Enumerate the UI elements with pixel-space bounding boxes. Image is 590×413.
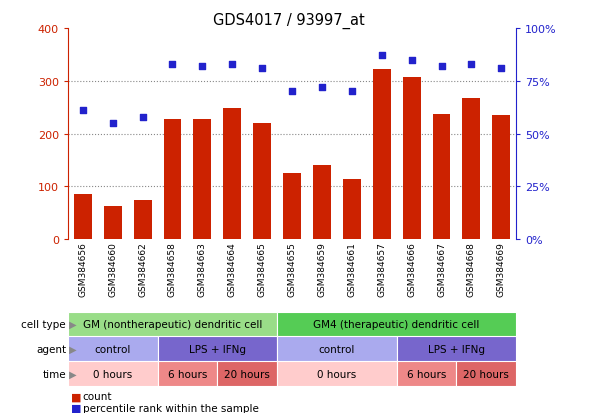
Text: ▶: ▶ [66, 369, 77, 379]
Bar [194, 119, 211, 240]
Bar [133, 201, 152, 240]
Text: agent: agent [36, 344, 66, 354]
Point [228, 62, 237, 68]
Bar [158, 361, 217, 386]
Text: 20 hours: 20 hours [224, 369, 270, 379]
Text: control: control [319, 344, 355, 354]
Text: GM (nontherapeutic) dendritic cell: GM (nontherapeutic) dendritic cell [83, 319, 262, 329]
Text: GM4 (therapeutic) dendritic cell: GM4 (therapeutic) dendritic cell [313, 319, 480, 329]
Bar [68, 337, 158, 361]
Bar [277, 361, 396, 386]
Text: 6 hours: 6 hours [168, 369, 207, 379]
Text: GSM384665: GSM384665 [258, 242, 267, 297]
Bar [74, 195, 92, 240]
Point [168, 62, 177, 68]
Text: time: time [42, 369, 66, 379]
Point [78, 108, 87, 114]
Point [377, 53, 386, 59]
Point [198, 64, 207, 70]
Text: GSM384658: GSM384658 [168, 242, 177, 297]
Bar [68, 312, 277, 337]
Text: cell type: cell type [21, 319, 66, 329]
Bar [432, 115, 451, 240]
Point [437, 64, 446, 70]
Bar [343, 180, 361, 240]
Text: 6 hours: 6 hours [407, 369, 446, 379]
Text: count: count [83, 392, 112, 401]
Text: GSM384664: GSM384664 [228, 242, 237, 296]
Bar [223, 109, 241, 240]
Text: GSM384667: GSM384667 [437, 242, 446, 297]
Text: GSM384663: GSM384663 [198, 242, 207, 297]
Text: GSM384656: GSM384656 [78, 242, 87, 297]
Text: ▶: ▶ [66, 319, 77, 329]
Text: LPS + IFNg: LPS + IFNg [428, 344, 485, 354]
Point [407, 57, 417, 64]
Bar [463, 98, 480, 240]
Text: LPS + IFNg: LPS + IFNg [189, 344, 246, 354]
Point [257, 66, 267, 72]
Text: GSM384655: GSM384655 [287, 242, 297, 297]
Point [138, 114, 148, 121]
Text: GSM384657: GSM384657 [377, 242, 386, 297]
Text: GSM384660: GSM384660 [108, 242, 117, 297]
Text: GSM384668: GSM384668 [467, 242, 476, 297]
Text: percentile rank within the sample: percentile rank within the sample [83, 403, 258, 413]
Bar [217, 361, 277, 386]
Point [467, 62, 476, 68]
Text: ■: ■ [71, 392, 81, 401]
Text: GSM384659: GSM384659 [317, 242, 326, 297]
Bar [396, 361, 457, 386]
Bar [402, 77, 421, 240]
Bar [163, 119, 182, 240]
Bar [492, 116, 510, 240]
Bar [373, 70, 391, 240]
Bar [158, 337, 277, 361]
Bar [104, 207, 122, 240]
Bar [68, 361, 158, 386]
Bar [277, 312, 516, 337]
Point [317, 85, 327, 91]
Text: GSM384661: GSM384661 [348, 242, 356, 297]
Point [287, 89, 297, 95]
Text: 0 hours: 0 hours [317, 369, 356, 379]
Bar [253, 124, 271, 240]
Text: 20 hours: 20 hours [463, 369, 509, 379]
Point [108, 121, 117, 127]
Point [347, 89, 356, 95]
Text: GSM384662: GSM384662 [138, 242, 147, 296]
Text: GSM384669: GSM384669 [497, 242, 506, 297]
Text: GDS4017 / 93997_at: GDS4017 / 93997_at [213, 12, 365, 28]
Text: control: control [94, 344, 131, 354]
Text: ■: ■ [71, 403, 81, 413]
Text: ▶: ▶ [66, 344, 77, 354]
Text: GSM384666: GSM384666 [407, 242, 416, 297]
Bar [277, 337, 396, 361]
Bar [396, 337, 516, 361]
Text: 0 hours: 0 hours [93, 369, 132, 379]
Bar [313, 166, 331, 240]
Bar [457, 361, 516, 386]
Bar [283, 174, 301, 240]
Point [497, 66, 506, 72]
